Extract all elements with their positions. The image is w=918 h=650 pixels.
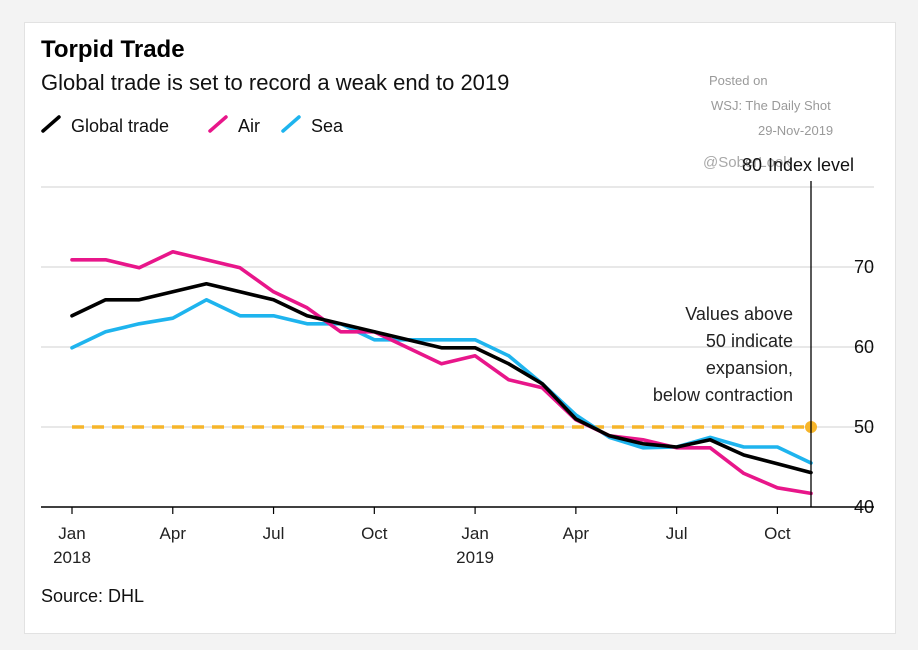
y-tick-label-70: 70 [854,257,874,277]
x-tick-label-4: Jan [461,524,488,543]
legend-swatch-air [208,115,228,133]
annotation-line-1: Values above [685,304,793,324]
y-tick-label-60: 60 [854,337,874,357]
series-lines [70,250,813,496]
chart: Torpid Trade Global trade is set to reco… [41,36,874,606]
legend-swatch-global-trade [41,115,61,133]
legend-label-global-trade: Global trade [71,116,169,136]
legend: Global trade Air Sea [41,115,344,136]
watermark-posted-on: Posted on [709,73,768,88]
annotation-line-4: below contraction [653,385,793,405]
annotation-line-3: expansion, [706,358,793,378]
chart-subtitle: Global trade is set to record a weak end… [41,70,509,95]
x-tick-sublabel-0: 2018 [53,548,91,567]
chart-card: Torpid Trade Global trade is set to reco… [24,22,896,634]
x-tick-label-3: Oct [361,524,388,543]
source-note: Source: DHL [41,586,144,606]
x-tick-sublabel-4: 2019 [456,548,494,567]
watermark-handle: @SoberLook [703,154,791,171]
chart-title: Torpid Trade [41,36,185,63]
series-line-global-trade [70,281,813,475]
x-tick-label-2: Jul [263,524,285,543]
legend-swatch-sea [281,115,301,133]
x-tick-label-0: Jan [58,524,85,543]
x-tick-label-6: Jul [666,524,688,543]
x-tick-label-1: Apr [160,524,187,543]
y-axis-label: Index level [768,155,854,175]
watermark-date: 29-Nov-2019 [758,123,833,138]
x-tick-label-7: Oct [764,524,791,543]
watermark-source: WSJ: The Daily Shot [711,98,831,113]
annotation-line-2: 50 indicate [706,331,793,351]
y-tick-label-80: 80 [742,155,762,175]
y-tick-label-50: 50 [854,417,874,437]
legend-label-sea: Sea [311,116,344,136]
series-line-sea [70,297,813,465]
x-tick-label-5: Apr [563,524,590,543]
legend-label-air: Air [238,116,260,136]
x-axis: Jan 2018 Apr Jul Oct Jan 2019 Apr Jul Oct [41,506,874,567]
series-line-air [70,250,813,496]
annotation: Values above 50 indicate expansion, belo… [653,304,793,405]
